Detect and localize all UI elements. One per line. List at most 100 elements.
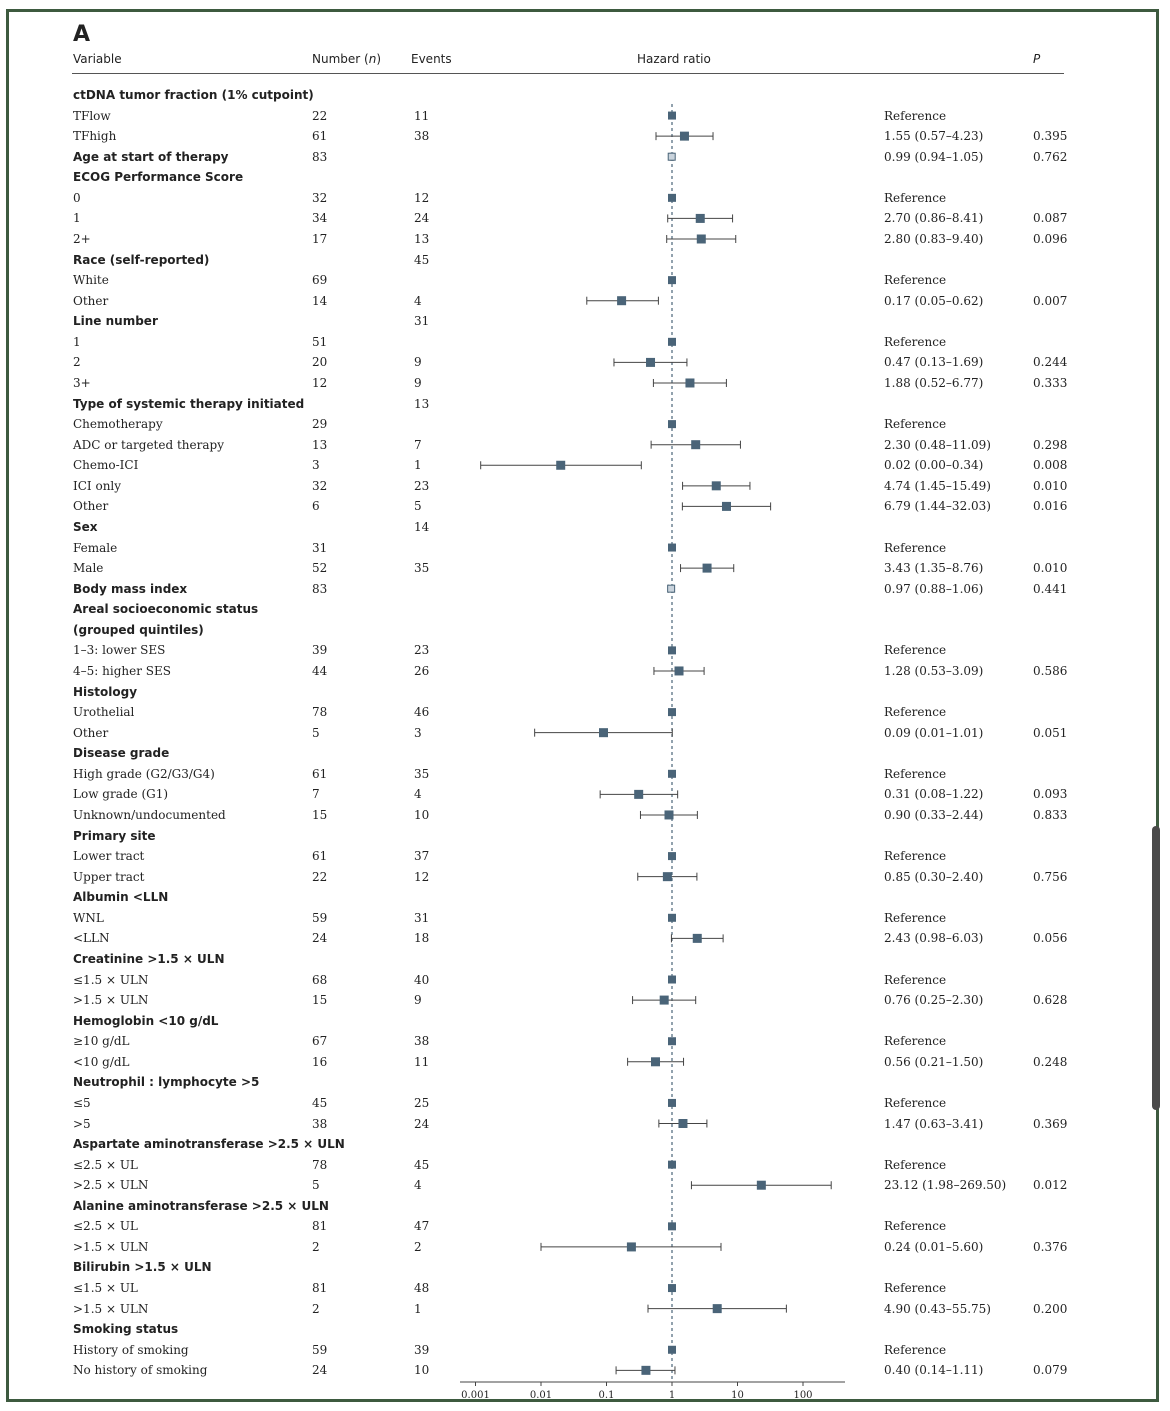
forest-row-marks: [668, 337, 676, 346]
hazard-ratio-point: [674, 666, 684, 676]
hazard-ratio-point: [679, 131, 689, 141]
section-label: Histology: [73, 684, 138, 699]
events-cell: 1: [414, 1301, 422, 1316]
row-label: ≥10 g/dL: [73, 1034, 130, 1049]
reference-marker: [668, 1037, 676, 1046]
section-label: Creatinine >1.5 × ULN: [73, 951, 225, 966]
figure-frame: [6, 9, 1159, 1402]
hazard-ratio-text: 23.12 (1.98–269.50): [884, 1178, 1007, 1193]
hazard-ratio-text: 0.99 (0.94–1.05): [884, 149, 984, 164]
hazard-ratio-point: [664, 810, 674, 820]
row-label: WNL: [73, 910, 104, 925]
number-cell: 59: [312, 1342, 328, 1357]
reference-marker: [668, 769, 676, 778]
events-cell: 9: [414, 355, 422, 370]
forest-row-marks: [681, 501, 772, 511]
row-label: 3+: [73, 375, 91, 390]
forest-row-marks: [658, 1119, 708, 1128]
row-label: Chemotherapy: [73, 417, 163, 432]
reference-marker: [668, 975, 676, 984]
forest-row-marks: [650, 440, 741, 450]
vertical-scrollbar[interactable]: [1152, 826, 1160, 1110]
events-cell: 24: [414, 211, 430, 226]
row-label: >1.5 × ULN: [73, 993, 149, 1008]
number-cell: 32: [312, 478, 328, 493]
p-value-cell: 0.441: [1033, 581, 1068, 596]
forest-row-marks: [667, 213, 734, 223]
forest-row-marks: [615, 1365, 676, 1375]
number-cell: 7: [312, 787, 320, 802]
p-value-cell: 0.007: [1033, 293, 1068, 308]
reference-marker: [668, 646, 676, 655]
number-cell: 13: [312, 437, 328, 452]
row-label: History of smoking: [73, 1342, 189, 1357]
row-label: Other: [73, 293, 109, 308]
forest-row-marks: [540, 1242, 722, 1252]
hazard-ratio-text: 0.85 (0.30–2.40): [884, 869, 984, 884]
hazard-ratio-text: 1.88 (0.52–6.77): [884, 375, 984, 390]
events-cell: 11: [414, 1054, 430, 1069]
events-cell: 10: [414, 1363, 430, 1378]
number-cell: 20: [312, 355, 328, 370]
p-value-cell: 0.096: [1033, 231, 1068, 246]
header-variable: Variable: [73, 52, 122, 66]
forest-row-marks: [668, 769, 676, 778]
x-tick-label: 10: [731, 1390, 744, 1401]
events-cell: 10: [414, 807, 430, 822]
events-cell: 31: [414, 910, 430, 925]
number-cell: 34: [312, 211, 328, 226]
section-label: Sex: [73, 519, 98, 534]
events-cell: 5: [414, 499, 422, 514]
hazard-ratio-text: Reference: [884, 910, 947, 925]
p-value-cell: 0.333: [1033, 375, 1068, 390]
forest-row-marks: [690, 1180, 832, 1190]
number-cell: 16: [312, 1054, 328, 1069]
events-cell: 13: [414, 396, 430, 411]
section-label: ctDNA tumor fraction (1% cutpoint): [73, 88, 314, 102]
hazard-ratio-point: [702, 563, 712, 573]
hazard-ratio-text: 2.43 (0.98–6.03): [884, 931, 984, 946]
number-cell: 12: [312, 375, 328, 390]
reference-marker: [668, 276, 676, 285]
section-label: Type of systemic therapy initiated: [73, 396, 305, 411]
number-cell: 22: [312, 108, 328, 123]
forest-row-marks: [586, 296, 659, 306]
x-tick-label: 1: [669, 1390, 675, 1401]
hazard-ratio-point: [641, 1365, 651, 1375]
p-value-cell: 0.628: [1033, 993, 1068, 1008]
number-cell: 51: [312, 334, 328, 349]
number-cell: 2: [312, 1239, 320, 1254]
forest-row-marks: [680, 563, 735, 573]
hazard-ratio-point: [721, 501, 731, 511]
hazard-ratio-point: [667, 584, 676, 593]
x-tick-label: 100: [793, 1390, 812, 1401]
hazard-ratio-text: Reference: [884, 190, 947, 205]
events-cell: 14: [414, 519, 430, 534]
row-label: ≤5: [73, 1095, 91, 1110]
forest-row-marks: [480, 460, 642, 470]
hazard-ratio-point: [711, 481, 721, 491]
row-label: 0: [73, 190, 81, 205]
hazard-ratio-point: [685, 378, 695, 388]
forest-row-marks: [682, 481, 751, 491]
reference-marker: [668, 1222, 676, 1231]
hazard-ratio-point: [659, 995, 669, 1005]
number-cell: 5: [312, 725, 320, 740]
number-cell: 15: [312, 993, 328, 1008]
section-label: Age at start of therapy: [73, 149, 229, 164]
hazard-ratio-point: [691, 440, 701, 450]
reference-marker: [668, 420, 676, 429]
section-label: Albumin <LLN: [73, 890, 169, 905]
row-label: ≤2.5 × UL: [73, 1157, 138, 1172]
forest-row-marks: [670, 933, 724, 943]
events-cell: 7: [414, 437, 422, 452]
events-cell: 24: [414, 1116, 430, 1131]
events-cell: 12: [414, 190, 430, 205]
section-label: Aspartate aminotransferase >2.5 × ULN: [73, 1137, 345, 1152]
forest-row-marks: [599, 789, 679, 799]
forest-row-marks: [668, 708, 676, 717]
forest-row-marks: [668, 852, 676, 861]
number-cell: 81: [312, 1219, 328, 1234]
hazard-ratio-text: 4.90 (0.43–55.75): [884, 1301, 991, 1316]
row-label: <LLN: [73, 931, 110, 946]
